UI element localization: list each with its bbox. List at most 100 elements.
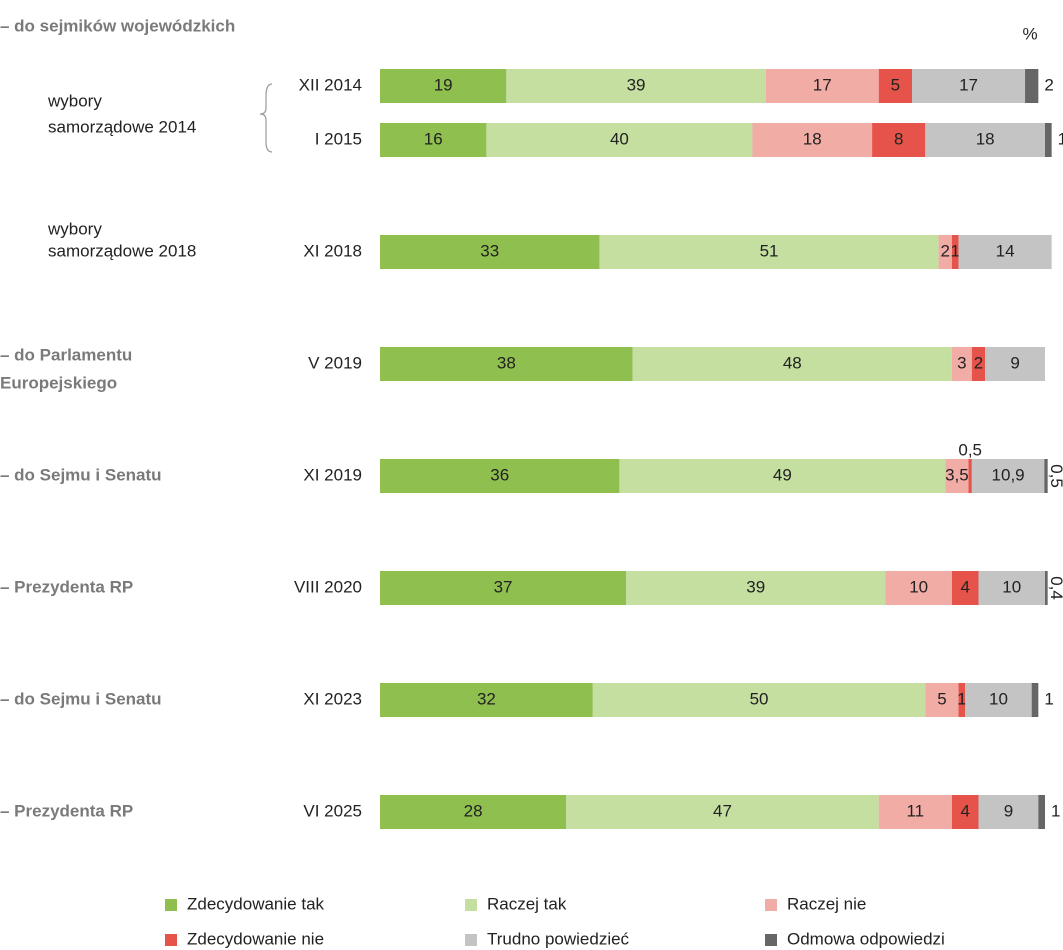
value-label: 28 — [464, 801, 483, 820]
value-label: 1 — [957, 689, 966, 708]
legend-swatch — [765, 899, 777, 911]
value-label: 38 — [497, 353, 516, 372]
bar-segment — [380, 571, 627, 605]
bar-segment — [632, 347, 952, 381]
value-label: 19 — [434, 75, 453, 94]
value-label: 2 — [974, 353, 983, 372]
value-label: 1 — [1058, 129, 1063, 148]
category-label: XII 2014 — [299, 75, 362, 94]
bar-segment — [566, 795, 879, 829]
group-label: – do Sejmu i Senatu — [0, 465, 162, 484]
bar-segment — [1045, 571, 1048, 605]
value-label: 10,9 — [992, 465, 1025, 484]
bar-segment — [380, 459, 620, 493]
value-label: 10 — [909, 577, 928, 596]
value-label: 3 — [957, 353, 966, 372]
bar-segment — [951, 795, 979, 829]
group-label: – Prezydenta RP — [0, 801, 133, 820]
category-label: VI 2025 — [303, 801, 362, 820]
bar-segment — [925, 123, 1045, 157]
value-label: 32 — [477, 689, 496, 708]
bar-segment — [380, 123, 487, 157]
value-label: 47 — [713, 801, 732, 820]
bar-segment — [878, 795, 952, 829]
group-label: samorządowe 2018 — [48, 241, 196, 260]
value-label: 10 — [989, 689, 1008, 708]
value-label: 8 — [894, 129, 903, 148]
bar-segment — [1044, 459, 1048, 493]
value-label: 14 — [996, 241, 1015, 260]
bar-segment — [978, 571, 1045, 605]
value-label: 2 — [1044, 75, 1053, 94]
value-label: 1 — [1051, 801, 1060, 820]
bar-segment — [486, 123, 753, 157]
group-label: – do sejmików wojewódzkich — [0, 16, 235, 35]
value-label: 50 — [750, 689, 769, 708]
bar-segment — [752, 123, 873, 157]
legend-label: Raczej tak — [487, 894, 567, 913]
legend-label: Odmowa odpowiedzi — [787, 929, 945, 948]
bar-segment — [958, 683, 966, 717]
value-label: 39 — [627, 75, 646, 94]
bar-segment — [506, 69, 766, 103]
legend-label: Raczej nie — [787, 894, 866, 913]
value-label: 17 — [813, 75, 832, 94]
value-label: 18 — [803, 129, 822, 148]
value-label: 2 — [941, 241, 950, 260]
value-label: 48 — [783, 353, 802, 372]
bar-segment — [1031, 683, 1039, 717]
bar-segment — [626, 571, 886, 605]
group-label: samorządowe 2014 — [48, 117, 196, 136]
category-label: XI 2023 — [303, 689, 362, 708]
bar-segment — [599, 235, 939, 269]
legend-label: Zdecydowanie nie — [187, 929, 324, 948]
value-label: 40 — [610, 129, 629, 148]
bar-segment — [380, 795, 567, 829]
value-label: 9 — [1004, 801, 1013, 820]
bar-segment — [380, 69, 507, 103]
legend-label: Zdecydowanie tak — [187, 894, 325, 913]
value-label: 1 — [1044, 689, 1053, 708]
legend-swatch — [765, 934, 777, 946]
bar-segment — [965, 683, 1032, 717]
bar-segment — [1038, 795, 1045, 829]
brace — [259, 83, 273, 153]
bar-segment — [958, 235, 1052, 269]
value-label: 4 — [960, 577, 969, 596]
value-label: 51 — [760, 241, 779, 260]
bar-segment — [951, 235, 959, 269]
category-label: VIII 2020 — [294, 577, 362, 596]
unit-label: % — [1022, 24, 1037, 43]
value-label: 49 — [773, 465, 792, 484]
legend-swatch — [165, 934, 177, 946]
value-label: 39 — [746, 577, 765, 596]
category-label: XI 2018 — [303, 241, 362, 260]
value-label: 0,4 — [1047, 576, 1063, 600]
value-label: 10 — [1002, 577, 1021, 596]
bar-segment — [885, 571, 952, 605]
bar-segment — [945, 459, 969, 493]
value-label: 3,5 — [945, 465, 969, 484]
group-label: – do Parlamentu — [0, 345, 132, 364]
group-label: wybory — [47, 219, 102, 238]
value-label: 0,5 — [958, 440, 982, 459]
value-label: 4 — [960, 801, 969, 820]
bar-segment — [912, 69, 1026, 103]
value-label: 5 — [937, 689, 946, 708]
category-label: V 2019 — [308, 353, 362, 372]
bar-segment — [985, 347, 1045, 381]
value-label: 18 — [976, 129, 995, 148]
bar-segment — [1025, 69, 1039, 103]
bar-segment — [592, 683, 926, 717]
bar-segment — [380, 683, 593, 717]
value-label: 11 — [906, 801, 924, 820]
legend-swatch — [465, 899, 477, 911]
bar-segment — [878, 69, 912, 103]
bar-segment — [380, 347, 633, 381]
bar-segment — [619, 459, 946, 493]
bar-segment — [951, 347, 972, 381]
legend-label: Trudno powiedzieć — [487, 929, 630, 948]
group-label: Europejskiego — [0, 373, 117, 392]
value-label: 0,5 — [1047, 464, 1063, 488]
value-label: 33 — [480, 241, 499, 260]
